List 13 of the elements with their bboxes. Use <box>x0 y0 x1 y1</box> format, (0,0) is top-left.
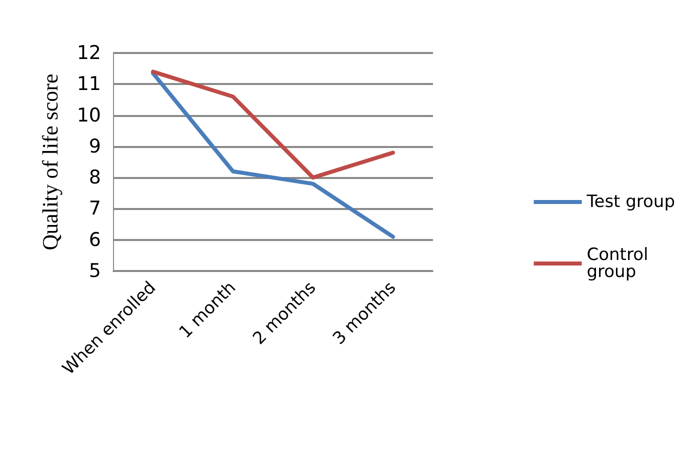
y-tick-label: 12 <box>76 42 101 64</box>
legend-label: Test group <box>586 192 676 212</box>
y-tick-label: 9 <box>88 135 101 158</box>
y-tick-label: 11 <box>76 73 101 96</box>
y-tick-label: 5 <box>88 260 101 282</box>
line-series <box>151 71 395 239</box>
y-tick-label: 7 <box>88 198 101 220</box>
y-tick-label: 8 <box>88 166 101 189</box>
y-tick-label: 10 <box>76 104 101 126</box>
line-series <box>151 70 395 180</box>
legend-label: Control group <box>586 245 654 282</box>
y-tick-label: 6 <box>88 228 101 251</box>
y-axis-title: Quality of life score <box>38 74 62 250</box>
